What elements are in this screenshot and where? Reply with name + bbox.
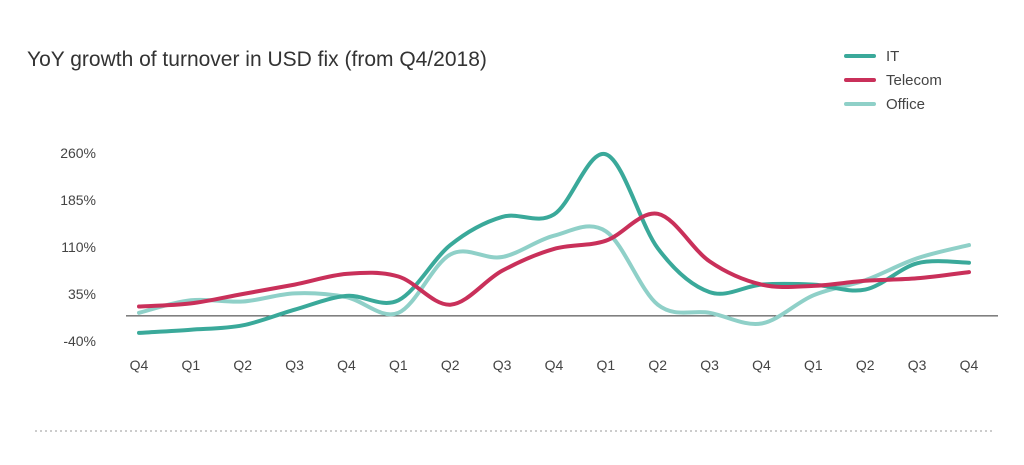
x-tick-label: Q4 — [960, 357, 979, 373]
legend: IT Telecom Office — [844, 48, 942, 113]
x-tick-label: Q4 — [545, 357, 564, 373]
x-tick-label: Q4 — [337, 357, 356, 373]
y-tick-label: 260% — [60, 145, 96, 161]
x-tick-label: Q1 — [182, 357, 201, 373]
x-tick-label: Q2 — [441, 357, 460, 373]
x-tick-label: Q4 — [130, 357, 149, 373]
x-tick-label: Q3 — [493, 357, 512, 373]
legend-label-it: IT — [886, 48, 899, 65]
x-tick-label: Q2 — [648, 357, 667, 373]
y-tick-label: 35% — [68, 286, 96, 302]
chart-title: YoY growth of turnover in USD fix (from … — [27, 48, 487, 71]
y-axis: 260% 185% 110% 35% -40% — [60, 145, 96, 349]
x-tick-label: Q1 — [389, 357, 408, 373]
y-tick-label: 185% — [60, 192, 96, 208]
x-tick-label: Q2 — [233, 357, 252, 373]
x-tick-label: Q1 — [804, 357, 823, 373]
legend-label-telecom: Telecom — [886, 72, 942, 89]
x-tick-label: Q3 — [285, 357, 304, 373]
y-tick-label: -40% — [63, 333, 96, 349]
x-tick-label: Q3 — [700, 357, 719, 373]
legend-label-office: Office — [886, 96, 925, 113]
x-tick-label: Q2 — [856, 357, 875, 373]
x-tick-label: Q4 — [752, 357, 771, 373]
x-tick-label: Q1 — [597, 357, 616, 373]
series-line-telecom — [137, 211, 971, 309]
series-line-it — [137, 152, 971, 335]
x-tick-label: Q3 — [908, 357, 927, 373]
y-tick-label: 110% — [61, 239, 96, 255]
x-axis: Q4 Q1 Q2 Q3 Q4 Q1 Q2 Q3 Q4 Q1 Q2 Q3 Q4 Q1 Q2 Q3 Q4 — [130, 357, 979, 373]
series-line-office — [137, 224, 971, 326]
series-layer — [137, 152, 971, 335]
